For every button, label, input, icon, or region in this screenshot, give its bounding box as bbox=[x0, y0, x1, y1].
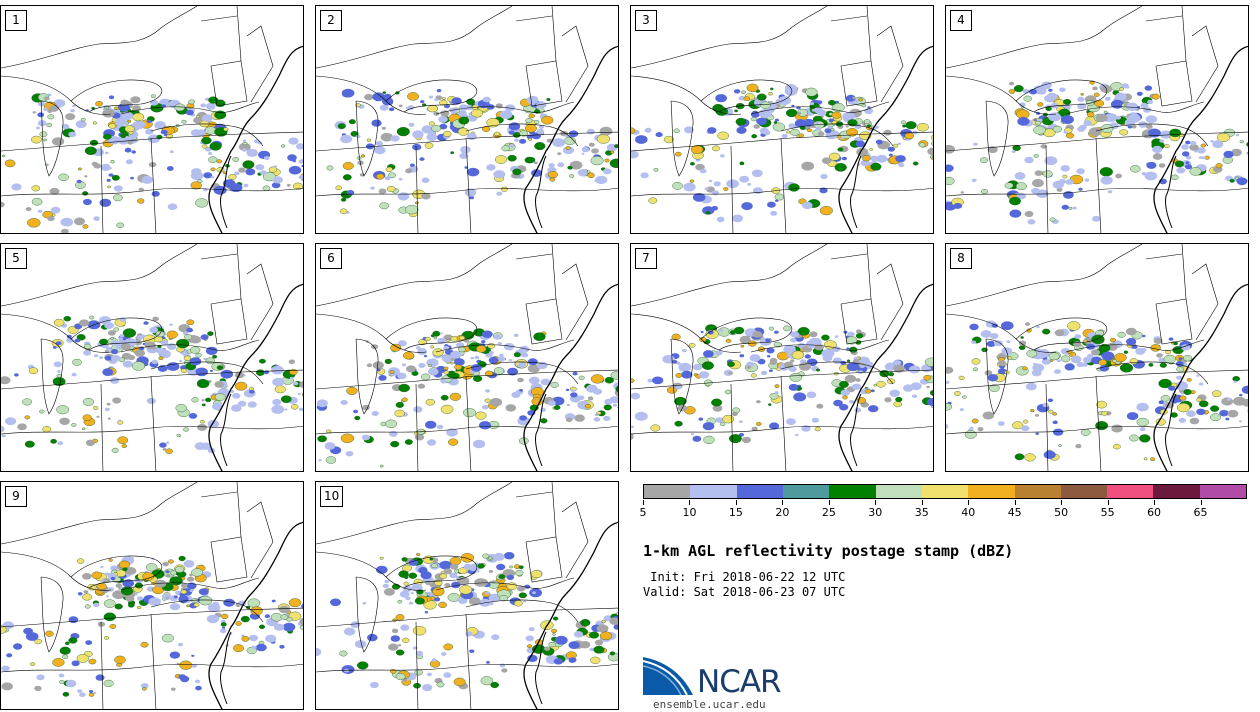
colorbar-tick bbox=[921, 500, 923, 505]
reflectivity-map bbox=[316, 244, 618, 471]
member-panel-3: 3 bbox=[630, 5, 934, 234]
colorbar-segment bbox=[644, 485, 691, 498]
reflectivity-colorbar bbox=[643, 484, 1247, 499]
colorbar-tick-label: 15 bbox=[728, 506, 743, 519]
colorbar-segment bbox=[921, 485, 969, 498]
colorbar-segment bbox=[1107, 485, 1154, 498]
member-panel-6: 6 bbox=[315, 243, 619, 472]
colorbar-tick bbox=[1061, 500, 1063, 505]
reflectivity-map bbox=[1, 482, 303, 709]
colorbar-tick bbox=[1200, 500, 1202, 505]
member-panel-1: 1 bbox=[0, 5, 304, 234]
reflectivity-map bbox=[946, 6, 1248, 233]
init-time: Init: Fri 2018-06-22 12 UTC bbox=[643, 570, 846, 584]
colorbar-tick bbox=[968, 500, 970, 505]
member-panel-10: 10 bbox=[315, 481, 619, 710]
colorbar-tick bbox=[1014, 500, 1016, 505]
colorbar-tick bbox=[828, 500, 830, 505]
panel-number-label: 2 bbox=[320, 10, 342, 31]
colorbar-segment bbox=[782, 485, 830, 498]
colorbar-segment bbox=[829, 485, 876, 498]
colorbar-tick-label: 65 bbox=[1193, 506, 1208, 519]
panel-number-label: 9 bbox=[5, 486, 27, 507]
colorbar-segment bbox=[875, 485, 922, 498]
colorbar-tick-label: 20 bbox=[775, 506, 790, 519]
colorbar-tick bbox=[875, 500, 877, 505]
colorbar-tick-label: 50 bbox=[1054, 506, 1069, 519]
colorbar-tick-label: 25 bbox=[821, 506, 836, 519]
colorbar-segment bbox=[968, 485, 1015, 498]
reflectivity-map bbox=[631, 244, 933, 471]
colorbar-tick bbox=[735, 500, 737, 505]
panel-number-label: 6 bbox=[320, 248, 342, 269]
member-panel-9: 9 bbox=[0, 481, 304, 710]
reflectivity-map bbox=[316, 482, 618, 709]
member-panel-4: 4 bbox=[945, 5, 1249, 234]
reflectivity-map bbox=[631, 6, 933, 233]
panel-number-label: 8 bbox=[950, 248, 972, 269]
colorbar-segment bbox=[1199, 485, 1247, 498]
colorbar-tick bbox=[643, 500, 644, 505]
colorbar-segment bbox=[1060, 485, 1108, 498]
panel-number-label: 4 bbox=[950, 10, 972, 31]
member-panel-7: 7 bbox=[630, 243, 934, 472]
figure-title: 1-km AGL reflectivity postage stamp (dBZ… bbox=[643, 542, 1014, 560]
colorbar-tick-label: 45 bbox=[1007, 506, 1022, 519]
panel-number-label: 7 bbox=[635, 248, 657, 269]
panel-number-label: 10 bbox=[320, 486, 344, 507]
valid-time: Valid: Sat 2018-06-23 07 UTC bbox=[643, 585, 846, 599]
colorbar-tick bbox=[1107, 500, 1109, 505]
panel-number-label: 3 bbox=[635, 10, 657, 31]
reflectivity-map bbox=[1, 244, 303, 471]
colorbar-tick-label: 55 bbox=[1100, 506, 1115, 519]
colorbar-segment bbox=[1014, 485, 1061, 498]
reflectivity-map bbox=[1, 6, 303, 233]
colorbar-tick bbox=[782, 500, 784, 505]
reflectivity-map bbox=[316, 6, 618, 233]
colorbar-tick-label: 30 bbox=[868, 506, 883, 519]
colorbar-tick-label: 5 bbox=[639, 506, 647, 519]
panel-number-label: 5 bbox=[5, 248, 27, 269]
colorbar-segment bbox=[736, 485, 783, 498]
ncar-logo-text: NCAR bbox=[697, 664, 782, 700]
colorbar-tick-label: 35 bbox=[914, 506, 929, 519]
colorbar-tick-label: 40 bbox=[961, 506, 976, 519]
colorbar-segment bbox=[1153, 485, 1200, 498]
member-panel-2: 2 bbox=[315, 5, 619, 234]
colorbar-segment bbox=[690, 485, 737, 498]
ensemble-url: ensemble.ucar.edu bbox=[653, 698, 766, 711]
member-panel-8: 8 bbox=[945, 243, 1249, 472]
colorbar-tick bbox=[689, 500, 691, 505]
reflectivity-map bbox=[946, 244, 1248, 471]
panel-number-label: 1 bbox=[5, 10, 27, 31]
colorbar-tick-label: 10 bbox=[682, 506, 697, 519]
ncar-logo-icon bbox=[643, 657, 693, 696]
colorbar-tick-label: 60 bbox=[1147, 506, 1162, 519]
member-panel-5: 5 bbox=[0, 243, 304, 472]
colorbar-tick bbox=[1154, 500, 1156, 505]
